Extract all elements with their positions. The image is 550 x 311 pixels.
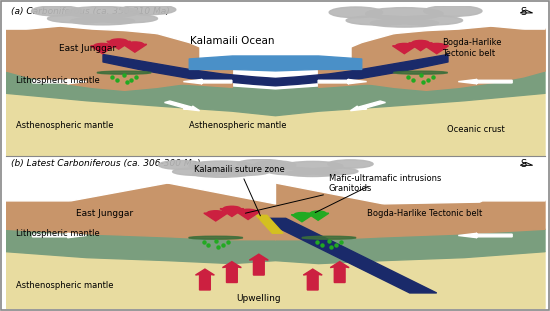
Ellipse shape	[237, 159, 286, 168]
FancyArrow shape	[318, 79, 367, 84]
Polygon shape	[307, 213, 329, 220]
Ellipse shape	[47, 14, 112, 23]
Ellipse shape	[287, 170, 339, 177]
Circle shape	[412, 40, 429, 45]
Ellipse shape	[94, 14, 157, 23]
Ellipse shape	[173, 168, 229, 176]
Ellipse shape	[395, 16, 463, 25]
Text: East Junggar: East Junggar	[59, 44, 117, 53]
Polygon shape	[204, 213, 228, 221]
Ellipse shape	[66, 7, 139, 18]
Text: Lithospheric mantle: Lithospheric mantle	[16, 230, 100, 239]
Ellipse shape	[267, 168, 320, 175]
FancyArrow shape	[164, 101, 200, 111]
Text: Asthenospheric mantle: Asthenospheric mantle	[16, 121, 114, 130]
Circle shape	[396, 44, 413, 48]
Circle shape	[239, 209, 257, 214]
Text: (b) Latest Carboniferous (ca. 306-300 Ma): (b) Latest Carboniferous (ca. 306-300 Ma…	[11, 159, 201, 168]
Text: S: S	[520, 159, 526, 169]
Text: Upwelling: Upwelling	[236, 295, 281, 304]
FancyArrow shape	[183, 79, 232, 84]
Text: Kalamaili Ocean: Kalamaili Ocean	[190, 35, 274, 45]
Circle shape	[223, 206, 240, 211]
Ellipse shape	[213, 168, 270, 176]
Polygon shape	[256, 215, 283, 233]
FancyArrow shape	[350, 101, 386, 111]
FancyArrow shape	[195, 269, 215, 290]
Polygon shape	[107, 41, 130, 49]
Ellipse shape	[424, 6, 482, 16]
FancyArrow shape	[222, 262, 241, 282]
Ellipse shape	[329, 7, 383, 18]
Circle shape	[310, 211, 326, 215]
Circle shape	[207, 211, 224, 216]
FancyArrow shape	[249, 254, 268, 275]
Ellipse shape	[305, 168, 358, 175]
Polygon shape	[393, 46, 416, 54]
Ellipse shape	[189, 161, 254, 171]
Polygon shape	[123, 44, 147, 52]
Ellipse shape	[121, 5, 176, 15]
Ellipse shape	[328, 160, 373, 168]
Ellipse shape	[366, 8, 443, 20]
FancyArrow shape	[458, 79, 512, 84]
Polygon shape	[425, 46, 449, 54]
Text: Asthenospheric mantle: Asthenospheric mantle	[189, 121, 286, 130]
Circle shape	[110, 39, 127, 44]
Ellipse shape	[70, 17, 135, 25]
Text: Bogda-Harlike Tectonic belt: Bogda-Harlike Tectonic belt	[367, 209, 482, 218]
Ellipse shape	[302, 236, 356, 239]
Polygon shape	[236, 211, 260, 220]
Text: Oceanic crust: Oceanic crust	[448, 125, 505, 134]
Text: Bogda-Harlike
Tectonic belt: Bogda-Harlike Tectonic belt	[442, 38, 502, 58]
Ellipse shape	[31, 6, 82, 16]
Text: (a) Carboniferous (ca. 350-310 Ma): (a) Carboniferous (ca. 350-310 Ma)	[11, 7, 169, 16]
Ellipse shape	[193, 170, 249, 177]
Circle shape	[294, 212, 310, 217]
Polygon shape	[409, 43, 432, 51]
Ellipse shape	[283, 161, 343, 171]
Polygon shape	[292, 215, 312, 222]
Ellipse shape	[158, 160, 203, 169]
Polygon shape	[220, 209, 244, 216]
Circle shape	[126, 42, 144, 47]
Ellipse shape	[370, 19, 438, 27]
Ellipse shape	[254, 161, 296, 169]
Text: Asthenospheric mantle: Asthenospheric mantle	[16, 281, 114, 290]
Circle shape	[428, 44, 446, 48]
Text: Mafic-ultramafic intrusions: Mafic-ultramafic intrusions	[315, 174, 441, 213]
Ellipse shape	[346, 16, 414, 25]
Text: S: S	[520, 7, 526, 17]
Polygon shape	[91, 46, 114, 54]
Ellipse shape	[394, 71, 448, 74]
FancyArrow shape	[32, 233, 86, 238]
FancyArrow shape	[330, 262, 349, 282]
Ellipse shape	[189, 236, 243, 239]
Ellipse shape	[97, 71, 151, 74]
FancyArrow shape	[458, 233, 512, 238]
FancyArrow shape	[32, 79, 86, 84]
Text: Kalamaili suture zone: Kalamaili suture zone	[194, 165, 285, 216]
Circle shape	[94, 44, 111, 48]
Text: East Junggar: East Junggar	[75, 209, 133, 218]
Polygon shape	[259, 218, 437, 293]
Text: Lithospheric mantle: Lithospheric mantle	[16, 76, 100, 85]
Text: Granitoids: Granitoids	[245, 184, 372, 213]
FancyArrow shape	[303, 269, 322, 290]
